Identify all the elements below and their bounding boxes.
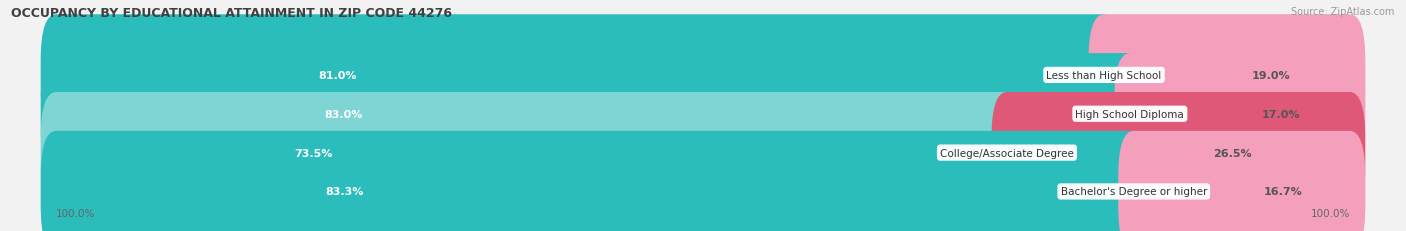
Text: 100.0%: 100.0% — [1310, 208, 1350, 218]
Text: 81.0%: 81.0% — [318, 71, 357, 81]
FancyBboxPatch shape — [1118, 131, 1365, 231]
FancyBboxPatch shape — [1115, 54, 1365, 175]
Text: 19.0%: 19.0% — [1251, 71, 1291, 81]
Text: Less than High School: Less than High School — [1046, 71, 1161, 81]
Text: 26.5%: 26.5% — [1212, 148, 1251, 158]
FancyBboxPatch shape — [991, 93, 1365, 213]
Text: 17.0%: 17.0% — [1261, 109, 1301, 119]
FancyBboxPatch shape — [41, 15, 1119, 136]
FancyBboxPatch shape — [41, 15, 1365, 136]
Text: Source: ZipAtlas.com: Source: ZipAtlas.com — [1291, 7, 1395, 17]
Text: 73.5%: 73.5% — [294, 148, 332, 158]
Text: OCCUPANCY BY EDUCATIONAL ATTAINMENT IN ZIP CODE 44276: OCCUPANCY BY EDUCATIONAL ATTAINMENT IN Z… — [11, 7, 453, 20]
Text: College/Associate Degree: College/Associate Degree — [941, 148, 1074, 158]
Text: Bachelor's Degree or higher: Bachelor's Degree or higher — [1060, 187, 1206, 197]
FancyBboxPatch shape — [41, 131, 1149, 231]
FancyBboxPatch shape — [41, 93, 1022, 213]
Text: 16.7%: 16.7% — [1264, 187, 1302, 197]
Text: 83.3%: 83.3% — [326, 187, 364, 197]
FancyBboxPatch shape — [41, 54, 1146, 175]
FancyBboxPatch shape — [41, 54, 1365, 175]
FancyBboxPatch shape — [41, 93, 1365, 213]
Text: 100.0%: 100.0% — [56, 208, 96, 218]
Text: 83.0%: 83.0% — [325, 109, 363, 119]
Text: High School Diploma: High School Diploma — [1076, 109, 1184, 119]
FancyBboxPatch shape — [1088, 15, 1365, 136]
FancyBboxPatch shape — [41, 131, 1365, 231]
